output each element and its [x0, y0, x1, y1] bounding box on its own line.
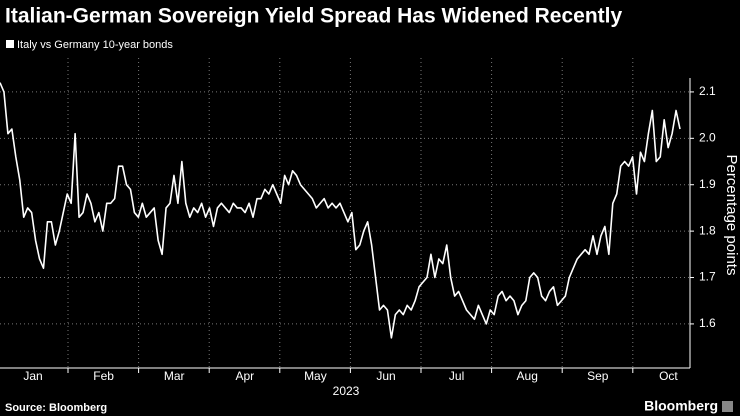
x-axis-label: 2023 [333, 384, 360, 398]
x-tick-label: Sep [587, 369, 609, 383]
x-tick-label: Aug [517, 369, 538, 383]
x-tick-label: Oct [659, 369, 678, 383]
legend-swatch [6, 40, 14, 48]
y-tick-label: 2.0 [699, 130, 716, 144]
x-tick-label: Apr [235, 369, 254, 383]
chart-title: Italian-German Sovereign Yield Spread Ha… [5, 5, 622, 28]
legend-label: Italy vs Germany 10-year bonds [17, 39, 173, 51]
x-tick-label: Jul [449, 369, 464, 383]
y-tick-label: 1.6 [699, 316, 716, 330]
source: Source: Bloomberg [5, 402, 107, 414]
x-tick-label: Jun [376, 369, 395, 383]
x-tick-label: May [304, 369, 327, 383]
x-tick-label: Feb [93, 369, 114, 383]
brand-icon [722, 401, 733, 412]
line [0, 82, 681, 339]
x-tick-label: Mar [164, 369, 185, 383]
y-axis-label: Percentage points [723, 155, 740, 276]
x-tick-label: Jan [23, 369, 42, 383]
y-tick-label: 1.9 [699, 177, 716, 191]
y-tick-label: 1.7 [699, 270, 716, 284]
y-tick-label: 1.8 [699, 223, 716, 237]
y-tick-label: 2.1 [699, 84, 716, 98]
brand: Bloomberg [644, 398, 718, 414]
